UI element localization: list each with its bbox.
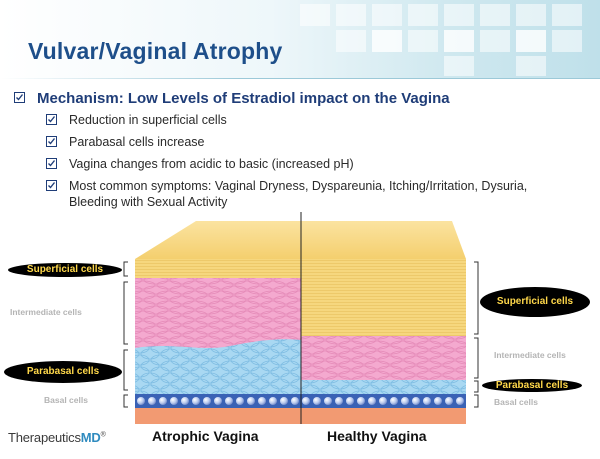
caption-healthy-vagina: Healthy Vagina bbox=[327, 428, 427, 444]
label-basal-cells-right: Basal cells bbox=[494, 397, 538, 407]
sub-bullet-text: Reduction in superficial cells bbox=[69, 113, 227, 127]
label-intermediate-cells-right: Intermediate cells bbox=[494, 350, 566, 360]
checkbox-icon bbox=[46, 114, 57, 125]
checkbox-icon bbox=[46, 180, 57, 191]
title-divider bbox=[0, 78, 600, 79]
healthy-intermediate-layer bbox=[301, 336, 466, 380]
company-logo: TherapeuticsMD® bbox=[8, 430, 106, 445]
logo-text: Therapeutics bbox=[8, 430, 81, 445]
sub-bullet-text: Most common symptoms: Vaginal Dryness, D… bbox=[69, 179, 528, 193]
atrophic-superficial-layer bbox=[135, 259, 301, 278]
label-intermediate-cells-left: Intermediate cells bbox=[10, 307, 82, 317]
label-superficial-cells-right: Superficial cells bbox=[480, 287, 590, 317]
header-band: Vulvar/Vaginal Atrophy bbox=[0, 0, 600, 78]
checkbox-icon bbox=[46, 158, 57, 169]
basal-cells bbox=[137, 397, 464, 405]
checkbox-icon bbox=[14, 92, 25, 103]
decorative-tiles bbox=[300, 4, 582, 76]
label-parabasal-cells-right: Parabasal cells bbox=[482, 379, 582, 392]
vaginal-epithelium-diagram bbox=[123, 212, 479, 424]
main-bullet-text: Mechanism: Low Levels of Estradiol impac… bbox=[37, 90, 450, 107]
label-superficial-cells-left: Superficial cells bbox=[8, 263, 122, 277]
atrophic-parabasal-layer bbox=[135, 339, 301, 394]
healthy-superficial-layer bbox=[301, 259, 466, 336]
label-parabasal-cells-left: Parabasal cells bbox=[4, 361, 122, 383]
label-basal-cells-left: Basal cells bbox=[44, 395, 88, 405]
logo-registered-mark: ® bbox=[100, 431, 106, 439]
right-brackets bbox=[474, 261, 479, 408]
caption-atrophic-vagina: Atrophic Vagina bbox=[152, 428, 259, 444]
sub-bullet-text: Vagina changes from acidic to basic (inc… bbox=[69, 157, 354, 171]
sub-bullet-text: Bleeding with Sexual Activity bbox=[69, 195, 228, 209]
healthy-parabasal-layer bbox=[301, 380, 466, 394]
checkbox-icon bbox=[46, 136, 57, 147]
left-brackets bbox=[123, 261, 128, 408]
atrophic-intermediate-layer bbox=[135, 278, 301, 348]
logo-suffix: MD bbox=[80, 430, 101, 445]
sub-bullet-text: Parabasal cells increase bbox=[69, 135, 205, 149]
slide-title: Vulvar/Vaginal Atrophy bbox=[28, 38, 283, 64]
